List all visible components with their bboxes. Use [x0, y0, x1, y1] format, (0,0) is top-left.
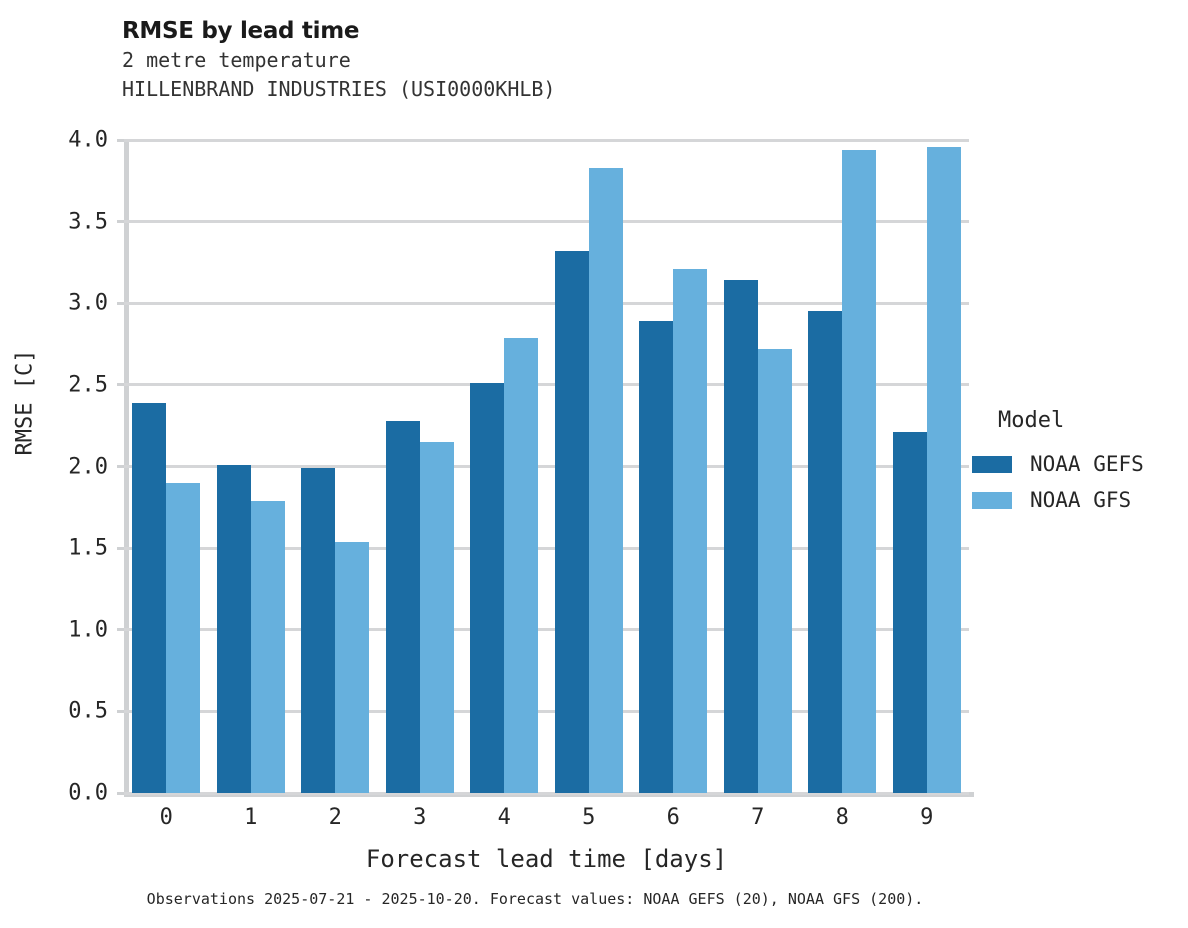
- y-axis-spine: [124, 140, 129, 797]
- bar-noaa-gefs-lead-3[interactable]: [385, 420, 420, 793]
- legend: Model NOAA GEFS NOAA GFS: [972, 408, 1182, 519]
- x-tick-label: 4: [497, 805, 511, 830]
- x-tick-label: 6: [666, 805, 680, 830]
- y-gridline: [117, 465, 969, 468]
- y-tick-mark: [117, 220, 124, 224]
- legend-title: Model: [998, 408, 1065, 433]
- y-tick-label: 2.5: [68, 372, 108, 398]
- legend-item-noaa-gefs[interactable]: NOAA GEFS: [972, 447, 1182, 481]
- legend-items: NOAA GEFS NOAA GFS: [972, 447, 1182, 517]
- legend-item-noaa-gfs[interactable]: NOAA GFS: [972, 483, 1182, 517]
- page-title: RMSE by lead time: [122, 18, 360, 44]
- y-gridline: [117, 220, 969, 224]
- legend-item-label: NOAA GFS: [1030, 488, 1132, 512]
- y-tick-label: 4.0: [68, 127, 108, 153]
- bar-noaa-gefs-lead-1[interactable]: [216, 464, 251, 793]
- y-tick-mark: [117, 546, 124, 550]
- x-tick-label: 3: [413, 805, 427, 830]
- bar-noaa-gfs-lead-7[interactable]: [757, 348, 792, 793]
- bar-noaa-gefs-lead-0[interactable]: [132, 402, 167, 793]
- bar-noaa-gfs-lead-6[interactable]: [673, 268, 708, 793]
- y-gridline: [117, 383, 969, 387]
- y-tick-label: 0.5: [68, 698, 108, 724]
- bar-noaa-gfs-lead-9[interactable]: [926, 146, 961, 793]
- title-block: RMSE by lead time 2 metre temperature HI…: [122, 16, 555, 104]
- x-tick-label: 0: [159, 805, 173, 830]
- bar-noaa-gefs-lead-6[interactable]: [639, 321, 674, 793]
- y-gridline: [117, 138, 969, 142]
- chart-subtitle-variable: 2 metre temperature: [122, 48, 351, 72]
- bar-noaa-gfs-lead-5[interactable]: [588, 167, 623, 793]
- bar-noaa-gfs-lead-1[interactable]: [250, 500, 285, 793]
- bar-noaa-gfs-lead-2[interactable]: [335, 541, 370, 793]
- y-tick-label: 1.0: [68, 617, 108, 643]
- bar-noaa-gfs-lead-4[interactable]: [504, 337, 539, 793]
- y-tick-label: 3.0: [68, 290, 108, 316]
- x-tick-label: 7: [751, 805, 765, 830]
- y-tick-label: 0.0: [68, 780, 108, 806]
- bar-noaa-gefs-lead-9[interactable]: [892, 432, 927, 793]
- x-axis-spine: [124, 792, 974, 797]
- y-gridline: [117, 546, 969, 550]
- y-axis-label: RMSE [C]: [12, 349, 38, 456]
- bar-noaa-gefs-lead-5[interactable]: [554, 251, 589, 793]
- bar-noaa-gfs-lead-0[interactable]: [166, 482, 201, 793]
- y-tick-label: 3.5: [68, 209, 108, 235]
- y-tick-mark: [117, 791, 124, 795]
- y-tick-mark: [117, 709, 124, 713]
- y-gridline: [117, 301, 969, 305]
- bar-noaa-gefs-lead-2[interactable]: [301, 468, 336, 793]
- legend-item-label: NOAA GEFS: [1030, 452, 1144, 476]
- y-gridline: [117, 709, 969, 713]
- legend-swatch-icon: [972, 491, 1012, 509]
- bar-noaa-gefs-lead-8[interactable]: [808, 311, 843, 793]
- bar-noaa-gfs-lead-8[interactable]: [842, 149, 877, 793]
- y-tick-mark: [117, 465, 124, 468]
- bar-noaa-gfs-lead-3[interactable]: [419, 442, 454, 793]
- legend-swatch-icon: [972, 455, 1012, 473]
- x-tick-label: 2: [328, 805, 342, 830]
- y-tick-mark: [117, 628, 124, 632]
- y-gridline: [117, 628, 969, 632]
- chart-subtitle-station: HILLENBRAND INDUSTRIES (USI0000KHLB): [122, 77, 556, 101]
- plot-area: [117, 138, 969, 795]
- y-tick-mark: [117, 138, 124, 142]
- footnote: Observations 2025-07-21 - 2025-10-20. Fo…: [146, 890, 924, 908]
- y-tick-label: 2.0: [68, 454, 108, 479]
- x-axis-label: Forecast lead time [days]: [365, 845, 728, 873]
- x-axis-tick-labels: 0 1 2 3 4 5 6 7 8 9: [124, 805, 969, 839]
- x-tick-label: 1: [244, 805, 258, 830]
- x-tick-label: 8: [835, 805, 849, 830]
- y-tick-mark: [117, 301, 124, 305]
- y-tick-mark: [117, 383, 124, 387]
- x-tick-label: 5: [582, 805, 596, 830]
- bar-noaa-gefs-lead-7[interactable]: [723, 280, 758, 793]
- x-tick-label: 9: [920, 805, 934, 830]
- bar-noaa-gefs-lead-4[interactable]: [470, 383, 505, 793]
- y-tick-label: 1.5: [68, 535, 108, 561]
- y-gridline: [117, 791, 969, 795]
- y-axis-tick-labels: 0.0 0.5 1.0 1.5 2.0 2.5 3.0 3.5 4.0: [0, 128, 108, 806]
